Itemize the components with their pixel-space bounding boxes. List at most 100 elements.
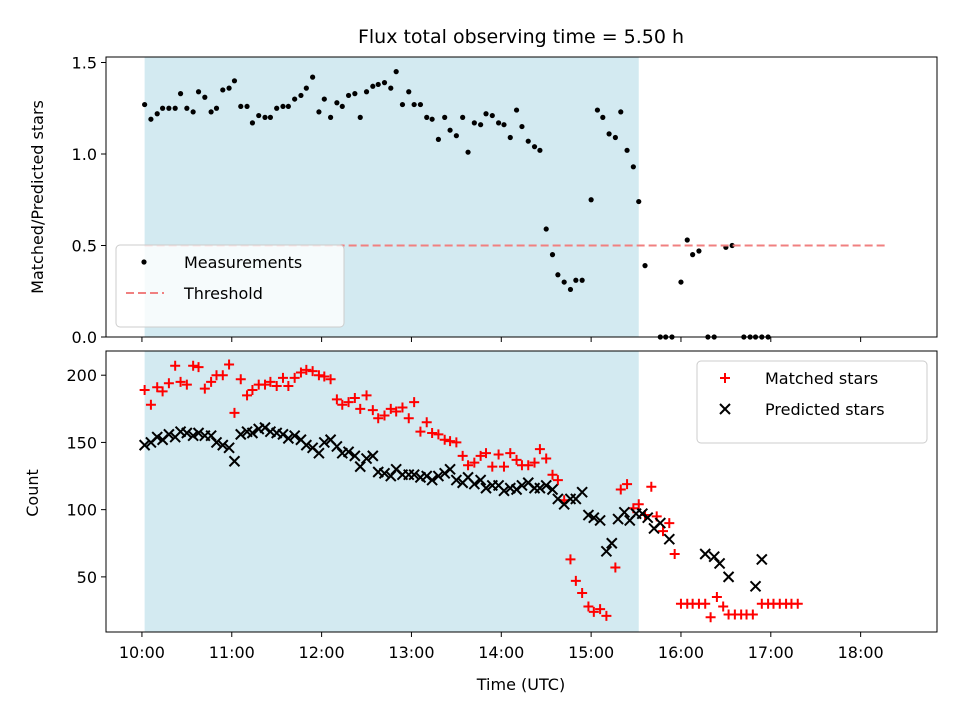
matched-stars-point <box>181 379 192 390</box>
matched-stars-point <box>325 374 336 385</box>
measurements-point <box>537 147 543 153</box>
measurements-point <box>435 136 441 142</box>
predicted-stars-point <box>642 512 654 524</box>
y-tick-label: 0.5 <box>72 236 97 255</box>
measurements-point <box>600 114 606 120</box>
measurements-point <box>424 114 430 120</box>
x-tick-label: 12:00 <box>299 643 345 662</box>
measurements-point <box>519 123 525 130</box>
predicted-stars-point <box>181 427 193 439</box>
predicted-stars-point <box>722 571 735 583</box>
matched-stars-point <box>152 382 163 393</box>
predicted-stars-point <box>288 429 301 442</box>
predicted-stars-point <box>235 428 247 441</box>
measurements-point <box>184 105 190 111</box>
measurements-point <box>292 96 298 102</box>
measurements-point <box>624 147 630 153</box>
predicted-stars-point <box>354 460 366 473</box>
matched-stars-point <box>541 453 552 464</box>
measurements-point <box>429 116 435 122</box>
x-tick-label: 15:00 <box>568 643 614 662</box>
predicted-stars-point <box>408 468 420 481</box>
predicted-stars-point <box>618 506 631 519</box>
matched-stars-point <box>367 405 378 416</box>
measurements-point <box>618 109 624 115</box>
predicted-stars-point <box>300 439 313 451</box>
measurements-point <box>303 85 309 91</box>
legend-measurements-swatch <box>141 259 147 265</box>
matched-stars-point <box>283 380 294 391</box>
measurements-point <box>501 122 507 128</box>
measurements-point <box>630 164 636 170</box>
measurements-point <box>195 89 202 95</box>
measurements-point <box>417 101 424 108</box>
predicted-stars-point <box>600 545 613 558</box>
measurements-point <box>339 103 345 110</box>
predicted-stars-point <box>749 580 762 592</box>
measurements-point <box>642 263 648 269</box>
measurements-point <box>612 134 618 141</box>
x-tick-label: 13:00 <box>388 643 434 662</box>
matched-stars-point <box>664 518 675 529</box>
predicted-stars-point <box>432 470 445 482</box>
measurements-point <box>381 80 388 86</box>
matched-stars-point <box>379 410 390 421</box>
matched-stars-point <box>385 403 396 414</box>
predicted-stars-point <box>282 432 295 445</box>
measurements-point <box>267 114 274 120</box>
matched-stars-point <box>498 461 509 472</box>
matched-stars-point <box>583 601 594 612</box>
measurements-point <box>579 277 585 283</box>
legend-matched-stars-label: Matched stars <box>765 369 878 388</box>
y-tick-label: 0.0 <box>72 328 97 347</box>
top-y-axis-label: Matched/Predicted stars <box>28 100 47 294</box>
matched-stars-point <box>700 598 711 609</box>
matched-stars-point <box>469 457 480 468</box>
predicted-stars-point <box>349 450 361 462</box>
measurements-point <box>262 114 268 120</box>
predicted-stars-point <box>367 450 379 462</box>
matched-stars-point <box>403 413 414 424</box>
measurements-point <box>159 105 166 111</box>
predicted-stars-point <box>246 427 259 439</box>
measurements-point <box>177 91 184 97</box>
measurements-point <box>202 94 208 100</box>
measurements-point <box>375 81 381 88</box>
x-axis-label: Time (UTC) <box>476 675 565 694</box>
measurements-point <box>310 74 316 80</box>
measurements-point <box>507 134 513 141</box>
matched-stars-point <box>373 413 384 424</box>
measurements-point <box>555 272 561 278</box>
bottom-panel: 50 100 150 200 10:00 11:00 12:00 13:00 14:00 15:0… <box>66 350 938 662</box>
measurements-point <box>478 122 484 128</box>
matched-stars-point <box>633 499 644 510</box>
matched-stars-point <box>505 448 516 459</box>
matched-stars-point <box>610 562 621 573</box>
legend-predicted-stars-swatch <box>719 403 731 415</box>
predicted-stars-point <box>217 439 229 451</box>
matched-stars-point <box>307 366 318 377</box>
measurements-point <box>531 144 538 150</box>
matched-stars-point <box>646 481 657 492</box>
matched-stars-point <box>295 367 306 378</box>
legend: Measurements Threshold <box>115 244 345 328</box>
matched-stars-point <box>511 454 522 465</box>
y-tick-label: 1.0 <box>72 145 97 164</box>
matched-stars-point <box>163 378 174 389</box>
measurements-point <box>345 92 352 99</box>
predicted-stars-point <box>468 478 481 490</box>
measurements-point <box>465 149 471 155</box>
y-tick-label: 200 <box>66 366 97 385</box>
matched-stars-point <box>657 526 668 537</box>
measurements-point <box>316 109 322 115</box>
predicted-stars-point <box>138 439 151 451</box>
measurements-point <box>357 114 363 120</box>
predicted-stars-point <box>756 553 768 566</box>
matched-stars-point <box>247 384 258 395</box>
predicted-stars-point <box>192 427 205 439</box>
matched-stars-point <box>565 554 576 565</box>
predicted-stars-point <box>163 428 175 441</box>
predicted-stars-point <box>576 486 588 498</box>
matched-stars-point <box>397 402 408 413</box>
